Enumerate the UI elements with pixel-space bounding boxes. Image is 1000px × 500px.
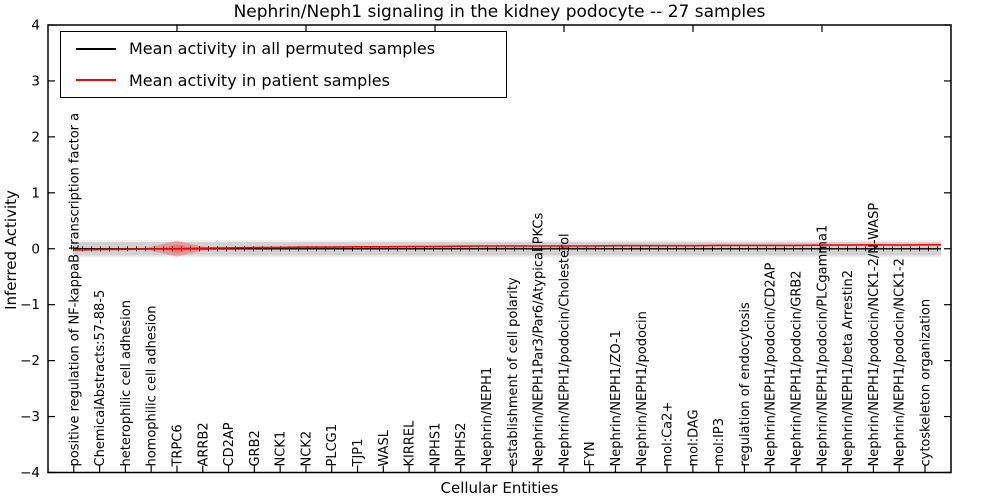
- x-tick-label: establishment of cell polarity: [506, 277, 521, 466]
- x-tick-label: Nephrin/NEPH1/podocin/CD2AP: [764, 262, 779, 466]
- y-tick-label: 1: [31, 185, 40, 201]
- legend-label-permuted: Mean activity in all permuted samples: [129, 39, 436, 59]
- x-tick-label: GRB2: [248, 430, 263, 466]
- x-tick-label: Nephrin/NEPH1/podocin/NCK1-2/N-WASP: [867, 203, 882, 467]
- x-tick-label: PLCG1: [325, 424, 340, 467]
- x-tick-label: cytoskeleton organization: [919, 299, 934, 467]
- legend-item-permuted: Mean activity in all permuted samples: [61, 34, 506, 64]
- permuted-line-swatch: [76, 47, 116, 50]
- x-tick-label: Nephrin/NEPH1/beta Arrestin2: [841, 270, 856, 467]
- x-tick-label: mol:IP3: [712, 418, 727, 467]
- x-tick-label: mol:DAG: [686, 409, 701, 466]
- y-tick-label: 2: [31, 129, 40, 145]
- x-tick-label: Nephrin/NEPH1Par3/Par6/Atypical PKCs: [532, 213, 547, 467]
- x-tick-label: heterophilic cell adhesion: [119, 300, 134, 467]
- x-tick-label: ARRB2: [196, 422, 211, 466]
- x-tick-label: NPHS2: [454, 423, 469, 467]
- x-tick-label: WASL: [377, 429, 392, 466]
- patient-mean-line: [73, 243, 941, 251]
- y-tick-label: 3: [31, 73, 40, 89]
- y-tick-label: −2: [20, 353, 40, 369]
- x-tick-label: TRPC6: [170, 424, 185, 467]
- y-tick-label: 0: [31, 241, 40, 257]
- y-tick-label: −1: [20, 297, 40, 313]
- legend-label-patient: Mean activity in patient samples: [129, 70, 390, 90]
- x-tick-label: NCK2: [299, 431, 314, 467]
- x-axis-label: Cellular Entities: [440, 479, 559, 497]
- y-tick-label: 4: [31, 18, 40, 34]
- x-tick-label: ChemicalAbstracts:57-88-5: [93, 290, 108, 467]
- x-tick-label: homophilic cell adhesion: [145, 306, 160, 467]
- x-tick-label: NCK1: [274, 431, 289, 467]
- x-tick-label: Nephrin/NEPH1/podocin/GRB2: [790, 270, 805, 466]
- x-tick-label: CD2AP: [222, 422, 237, 466]
- chart-title: Nephrin/Neph1 signaling in the kidney po…: [233, 2, 766, 22]
- y-tick-label: −4: [20, 465, 40, 481]
- x-tick-label: Nephrin/NEPH1/podocin/Cholesterol: [557, 233, 572, 466]
- y-tick-label: −3: [20, 409, 40, 425]
- x-tick-label: mol:Ca2+: [661, 402, 676, 467]
- x-tick-label: Nephrin/NEPH1/podocin/NCK1-2: [893, 258, 908, 466]
- x-tick-label: regulation of endocytosis: [738, 302, 753, 467]
- x-tick-label: positive regulation of NF-kappaB transcr…: [67, 113, 82, 467]
- x-tick-label: Nephrin/NEPH1/ZO-1: [609, 330, 624, 466]
- legend-item-patient: Mean activity in patient samples: [61, 65, 506, 95]
- x-tick-label: KIRREL: [403, 420, 418, 467]
- x-tick-label: Nephrin/NEPH1/podocin/PLCgamma1: [815, 225, 830, 467]
- x-tick-label: Nephrin/NEPH1/podocin: [635, 311, 650, 466]
- patient-line-swatch: [76, 79, 116, 82]
- x-tick-label: TJP1: [351, 439, 366, 468]
- x-tick-label: FYN: [583, 441, 598, 466]
- legend: Mean activity in all permuted samples Me…: [60, 31, 507, 98]
- x-tick-label: NPHS1: [428, 423, 443, 467]
- x-tick-label: Nephrin/NEPH1: [480, 367, 495, 467]
